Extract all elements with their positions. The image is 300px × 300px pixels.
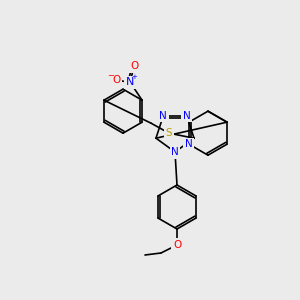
Text: +: + — [131, 74, 137, 80]
Text: N: N — [183, 111, 190, 121]
Text: N: N — [159, 111, 167, 121]
Text: O: O — [112, 75, 120, 85]
Text: N: N — [171, 147, 179, 157]
Text: S: S — [166, 128, 172, 138]
Text: −: − — [108, 71, 115, 80]
Text: N: N — [185, 139, 193, 149]
Text: O: O — [130, 61, 138, 71]
Text: O: O — [173, 240, 181, 250]
Text: N: N — [126, 77, 134, 87]
